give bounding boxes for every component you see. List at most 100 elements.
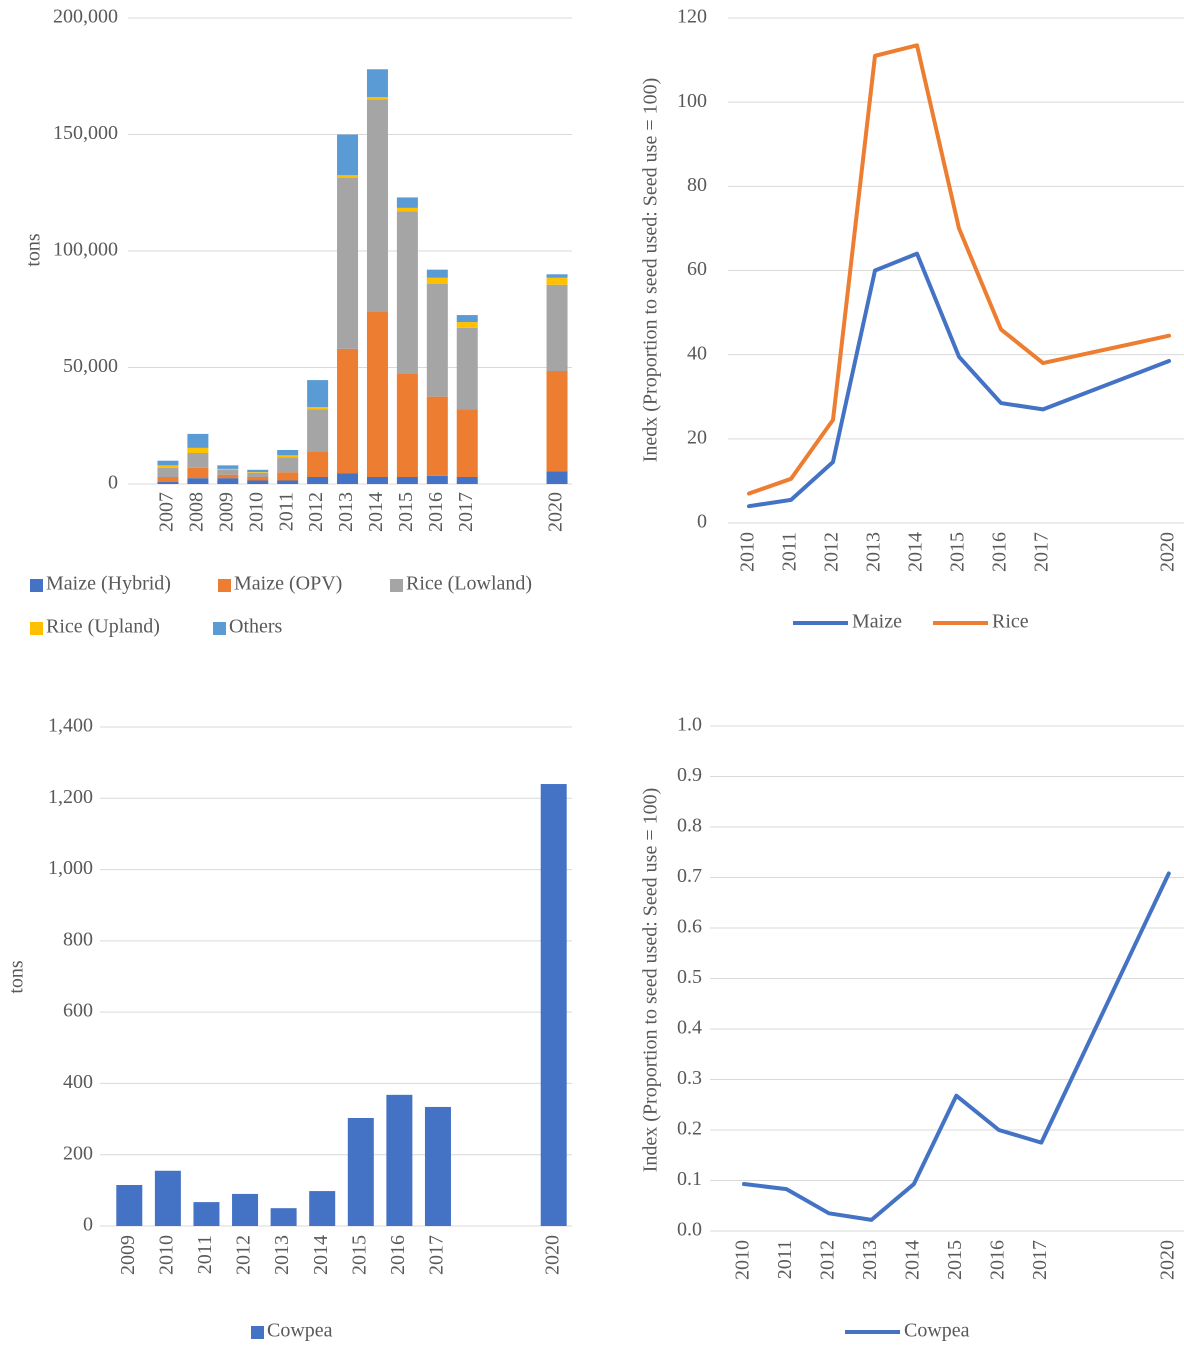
x-tick-label: 2016 <box>425 492 447 532</box>
bar <box>396 477 418 484</box>
bar <box>247 472 269 473</box>
x-tick-label: 2012 <box>305 492 327 532</box>
x-tick-label: 2015 <box>944 1240 966 1280</box>
bar <box>456 477 478 484</box>
x-tick-label: 2016 <box>986 1240 1008 1280</box>
legend-label: Rice (Upland) <box>46 616 160 638</box>
bar <box>193 1202 220 1226</box>
y-tick-label: 0.1 <box>677 1168 702 1190</box>
bar <box>187 447 209 454</box>
bar <box>217 470 239 475</box>
bar <box>337 177 359 349</box>
x-tick-label: 2015 <box>348 1235 370 1275</box>
bar <box>187 478 209 484</box>
legend-label: Maize (OPV) <box>234 573 342 595</box>
legend-swatch <box>213 622 226 635</box>
bar <box>307 380 329 408</box>
x-tick-label: 2015 <box>947 532 969 572</box>
x-tick-label: 2017 <box>426 1235 448 1275</box>
y-tick-label: 0.6 <box>677 916 702 938</box>
bar <box>426 277 448 284</box>
y-tick-label: 800 <box>63 928 93 950</box>
y-tick-label: 1,200 <box>48 786 93 808</box>
bar <box>187 467 209 479</box>
y-tick-label: 0 <box>697 511 707 533</box>
bar <box>456 327 478 410</box>
bar <box>396 197 418 208</box>
legend-label: Others <box>229 616 283 638</box>
bar <box>396 373 418 478</box>
bar <box>546 277 568 285</box>
y-tick-label: 40 <box>687 342 707 364</box>
bar <box>540 784 567 1226</box>
y-tick-label: 0 <box>83 1214 93 1236</box>
bar <box>247 469 269 473</box>
y-tick-label: 400 <box>63 1071 93 1093</box>
bar <box>426 283 448 397</box>
bar <box>456 315 478 323</box>
legend-swatch <box>390 579 403 592</box>
x-tick-label: 2017 <box>455 492 477 532</box>
y-tick-label: 0.3 <box>677 1067 702 1089</box>
bar <box>277 449 299 456</box>
y-tick-label: 0.7 <box>677 865 702 887</box>
x-tick-label: 2012 <box>821 532 843 572</box>
x-tick-label: 2011 <box>774 1240 796 1279</box>
y-tick-label: 0.4 <box>677 1017 702 1039</box>
legend-label: Maize <box>852 611 902 633</box>
y-tick-label: 0.9 <box>677 764 702 786</box>
legend-label: Maize (Hybrid) <box>46 573 171 595</box>
bar <box>116 1185 143 1226</box>
legend-label: Cowpea <box>904 1320 970 1342</box>
bar <box>232 1193 259 1226</box>
y-tick-label: 1,400 <box>48 715 93 737</box>
bar <box>157 467 179 478</box>
bar <box>187 453 209 468</box>
legend-label: Rice <box>992 611 1029 633</box>
x-tick-label: 2011 <box>779 532 801 571</box>
legend-swatch <box>30 579 43 592</box>
y-axis-label: Inedx (Proportion to seed used: Seed use… <box>640 78 662 463</box>
x-tick-label: 2020 <box>541 1235 563 1275</box>
bar <box>366 97 388 100</box>
y-tick-label: 0 <box>108 472 118 494</box>
bar <box>386 1094 413 1226</box>
x-tick-label: 2016 <box>989 532 1011 572</box>
bar <box>217 478 239 484</box>
line-series <box>747 43 1171 496</box>
y-tick-label: 100 <box>677 90 707 112</box>
bar <box>546 370 568 472</box>
y-tick-label: 600 <box>63 1000 93 1022</box>
x-tick-label: 2013 <box>335 492 357 532</box>
x-tick-label: 2017 <box>1029 1240 1051 1280</box>
bar <box>396 211 418 374</box>
legend-swatch <box>251 1326 264 1339</box>
x-tick-label: 2020 <box>1156 1240 1178 1280</box>
bar <box>247 480 269 484</box>
x-tick-label: 2015 <box>395 492 417 532</box>
bar <box>217 465 239 469</box>
bar <box>426 269 448 278</box>
x-tick-label: 2016 <box>387 1235 409 1275</box>
x-tick-label: 2013 <box>863 532 885 572</box>
legend-swatch <box>30 622 43 635</box>
bar <box>426 475 448 484</box>
bar <box>277 455 299 458</box>
x-tick-label: 2020 <box>1157 532 1179 572</box>
bar <box>217 468 239 471</box>
bar <box>307 407 329 410</box>
x-tick-label: 2014 <box>905 532 927 572</box>
y-tick-label: 50,000 <box>63 355 118 377</box>
y-axis-label: tons <box>23 233 45 267</box>
bar <box>307 451 329 478</box>
legend-swatch <box>218 579 231 592</box>
x-tick-label: 2009 <box>117 1235 139 1275</box>
y-tick-label: 120 <box>677 6 707 28</box>
bar <box>546 471 568 484</box>
y-tick-label: 100,000 <box>53 239 118 261</box>
bar <box>366 69 388 98</box>
x-tick-label: 2010 <box>737 532 759 572</box>
bar <box>247 472 269 478</box>
x-tick-label: 2010 <box>245 492 267 532</box>
